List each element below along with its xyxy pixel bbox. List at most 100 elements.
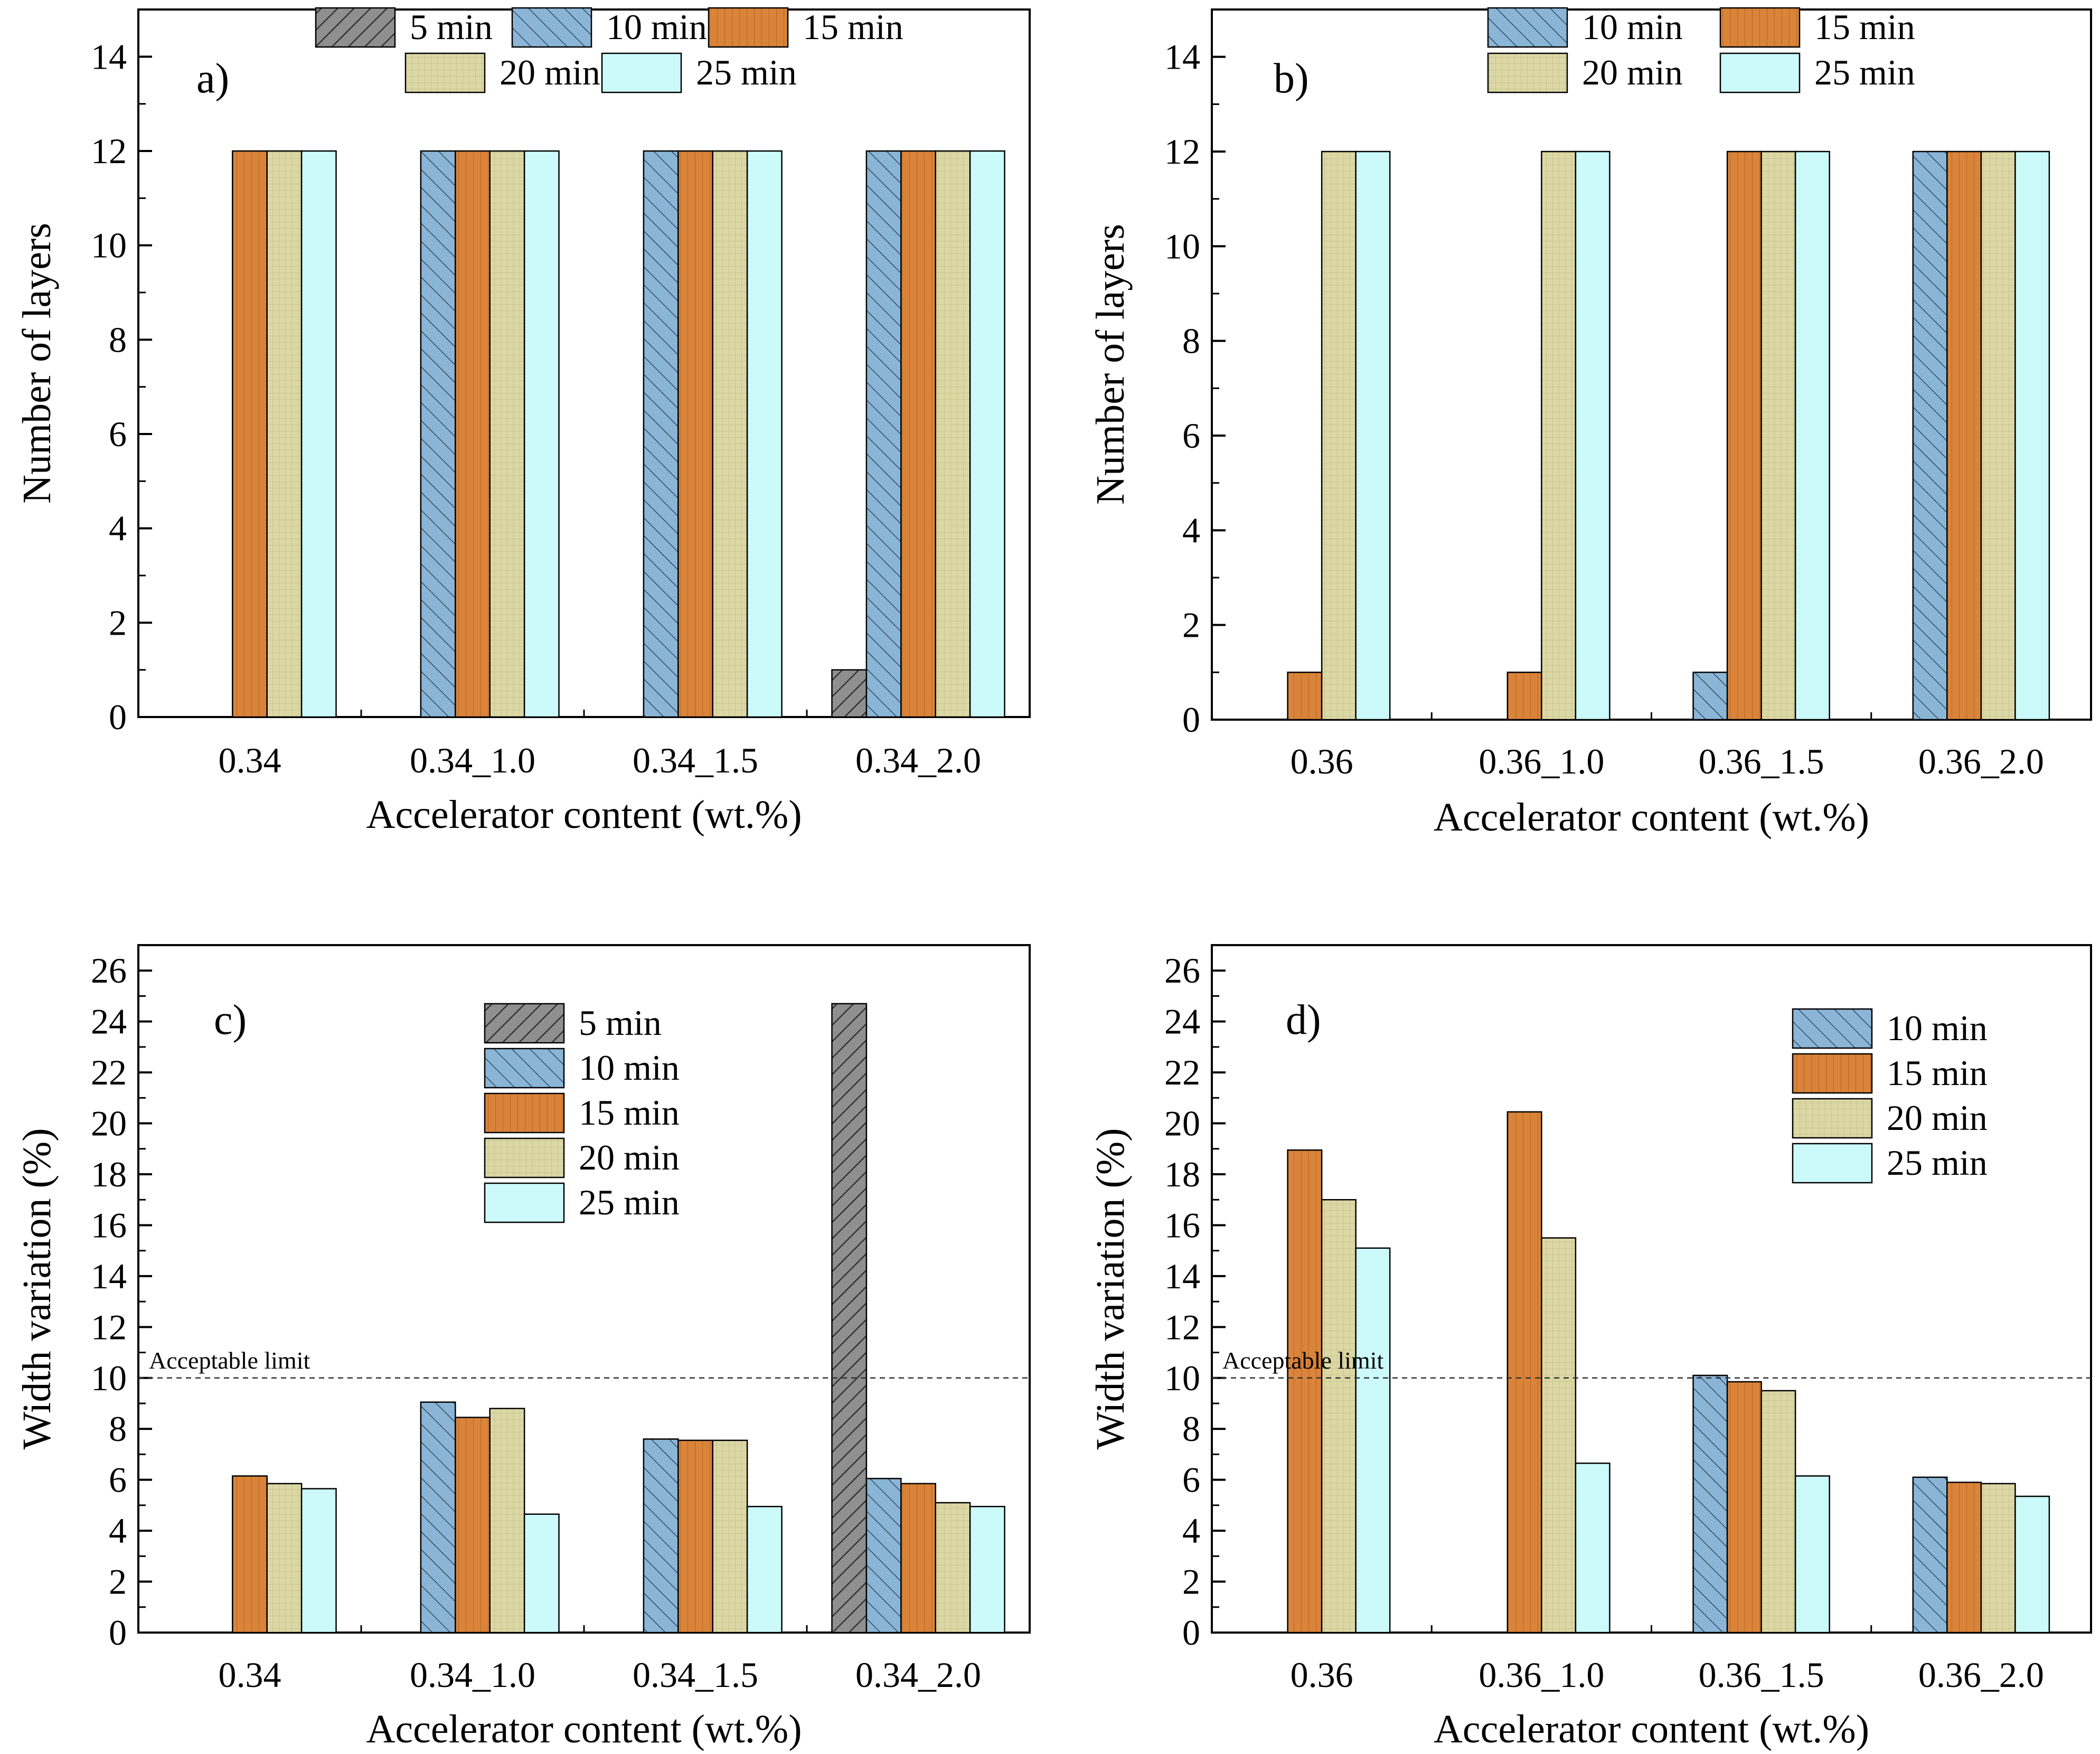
legend-swatch-25-min	[484, 1182, 565, 1223]
x-axis-label: Accelerator content (wt.%)	[1434, 795, 1869, 840]
y-tick-label: 14	[1164, 37, 1200, 77]
bar-10-min-0-36-2-0	[1912, 150, 1948, 721]
y-tick-label: 2	[109, 1562, 127, 1602]
bar-25-min-0-36	[1355, 1247, 1391, 1634]
y-tick-label: 12	[1164, 1307, 1200, 1347]
bar-10-min-0-34-1-0	[420, 1401, 456, 1634]
y-axis-label: Width variation (%)	[15, 1128, 59, 1450]
x-tick-label: 0.34_2.0	[855, 1655, 981, 1695]
legend-swatch-20-min	[404, 52, 486, 93]
bar-15-min-0-34-1-5	[677, 1439, 713, 1634]
y-tick-label: 20	[91, 1104, 127, 1144]
legend-label-10-min: 10 min	[606, 7, 707, 47]
bar-25-min-0-34-1-0	[523, 1513, 560, 1634]
y-tick-label: 26	[1164, 950, 1200, 991]
y-tick-label: 6	[1182, 416, 1200, 456]
x-axis-label: Accelerator content (wt.%)	[366, 793, 802, 837]
bar-20-min-0-34-1-5	[712, 150, 748, 718]
y-tick-label: 24	[91, 1002, 127, 1042]
x-tick-label: 0.36_1.0	[1479, 741, 1604, 781]
y-tick-label: 16	[1164, 1205, 1200, 1245]
x-tick-label: 0.36	[1291, 1655, 1353, 1695]
legend-swatch-10-min	[1792, 1008, 1873, 1049]
y-tick-label: 18	[91, 1154, 127, 1194]
y-tick-label: 12	[1164, 131, 1200, 172]
acceptable-limit-label: Acceptable limit	[149, 1347, 310, 1374]
bar-20-min-0-34	[266, 1483, 303, 1634]
legend-label-25-min: 25 min	[1887, 1143, 1988, 1183]
bar-15-min-0-36-1-5	[1726, 1381, 1762, 1634]
legend-label-25-min: 25 min	[579, 1182, 680, 1222]
y-tick-label: 4	[1182, 510, 1200, 550]
x-tick-label: 0.34_1.5	[633, 740, 758, 780]
bar-5-min-0-34-2-0	[831, 669, 868, 718]
y-tick-label: 20	[1164, 1104, 1200, 1144]
y-axis-label: Number of layers	[1088, 224, 1133, 505]
bar-20-min-0-34-1-0	[489, 1408, 525, 1634]
legend-swatch-15-min	[1719, 7, 1801, 48]
bar-20-min-0-36-1-5	[1760, 150, 1796, 721]
y-tick-label: 10	[1164, 226, 1200, 266]
bar-20-min-0-34-2-0	[935, 150, 971, 718]
x-tick-label: 0.34_1.0	[410, 740, 535, 780]
y-tick-label: 0	[1182, 1612, 1200, 1653]
legend-swatch-25-min	[1719, 52, 1801, 93]
legend-swatch-25-min	[1792, 1143, 1873, 1184]
legend-swatch-20-min	[484, 1137, 565, 1178]
bar-15-min-0-34-1-0	[455, 150, 491, 718]
y-tick-label: 24	[1164, 1002, 1200, 1042]
bar-25-min-0-34-1-0	[523, 150, 560, 718]
bar-25-min-0-36-2-0	[2014, 150, 2050, 721]
x-tick-label: 0.36_1.5	[1699, 1655, 1824, 1695]
legend-label-20-min: 20 min	[579, 1137, 680, 1177]
y-tick-label: 2	[109, 602, 127, 643]
bar-15-min-0-36	[1287, 1149, 1323, 1634]
y-tick-label: 14	[1164, 1256, 1200, 1296]
bar-25-min-0-34-1-5	[746, 150, 783, 718]
y-tick-label: 6	[109, 414, 127, 454]
x-tick-label: 0.34	[219, 740, 281, 780]
panel-b: 0 2 4 6 8 10 12 14 0.36 0.36_1.0 0.36_1.5 0.36_2.0 b…	[1088, 7, 2092, 840]
y-tick-label: 2	[1182, 1562, 1200, 1602]
y-tick-label: 18	[1164, 1154, 1200, 1194]
bar-10-min-0-34-2-0	[865, 150, 902, 718]
bar-10-min-0-36-2-0	[1912, 1476, 1948, 1634]
bar-10-min-0-34-1-0	[420, 150, 456, 718]
y-tick-label: 0	[109, 1612, 127, 1653]
legend-label-25-min: 25 min	[696, 52, 797, 92]
bar-20-min-0-34-2-0	[935, 1502, 971, 1634]
y-tick-label: 12	[91, 1307, 127, 1347]
y-tick-label: 8	[1182, 1409, 1200, 1449]
x-tick-label: 0.34	[219, 1655, 281, 1695]
bar-25-min-0-34-1-5	[746, 1506, 783, 1634]
legend-label-20-min: 20 min	[1887, 1098, 1988, 1138]
y-tick-label: 14	[91, 1256, 127, 1296]
bar-25-min-0-36-1-5	[1794, 150, 1830, 721]
bar-10-min-0-34-1-5	[643, 1438, 679, 1634]
bar-25-min-0-36-1-0	[1575, 150, 1611, 721]
legend-label-15-min: 15 min	[1887, 1053, 1988, 1093]
legend-swatch-20-min	[1792, 1098, 1873, 1139]
y-tick-label: 8	[1182, 321, 1200, 361]
bar-15-min-0-36	[1287, 672, 1323, 721]
legend: 10 min 15 min 20 min 25 min	[1792, 1008, 1988, 1184]
legend-swatch-10-min	[511, 7, 592, 48]
bar-25-min-0-34	[300, 150, 337, 718]
bar-15-min-0-36-2-0	[1946, 150, 1982, 721]
y-tick-label: 6	[109, 1460, 127, 1500]
bar-10-min-0-34-1-5	[643, 150, 679, 718]
acceptable-limit-label: Acceptable limit	[1222, 1347, 1383, 1374]
legend-swatch-5-min	[315, 7, 396, 48]
bar-15-min-0-34	[232, 1475, 268, 1634]
legend-swatch-10-min	[1487, 7, 1568, 48]
y-tick-label: 2	[1182, 605, 1200, 645]
x-tick-label: 0.36_2.0	[1918, 1655, 2044, 1695]
legend-label-20-min: 20 min	[1582, 52, 1683, 92]
y-axis-label: Width variation (%)	[1088, 1128, 1133, 1450]
panel-label: b)	[1274, 55, 1309, 102]
